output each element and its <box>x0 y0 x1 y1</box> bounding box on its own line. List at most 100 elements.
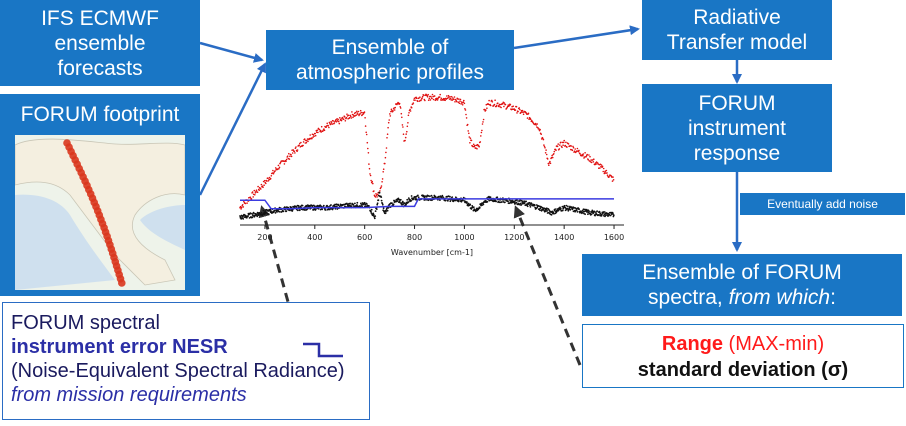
min-point <box>449 200 452 203</box>
nesr-line-4: from mission requirements <box>11 384 247 406</box>
max-point <box>449 96 451 98</box>
max-point <box>431 93 434 96</box>
max-point <box>464 109 467 111</box>
max-point <box>376 196 378 198</box>
max-point <box>405 133 407 135</box>
max-point <box>260 183 263 186</box>
min-point <box>363 201 366 204</box>
std-close: ) <box>841 359 849 381</box>
min-point <box>530 202 533 205</box>
max-point <box>421 95 424 98</box>
min-point <box>471 205 474 207</box>
max-spectrum-points <box>239 93 615 210</box>
max-point <box>556 145 559 147</box>
max-point <box>319 129 322 132</box>
min-point <box>550 213 553 216</box>
max-point <box>454 101 456 103</box>
max-point <box>369 173 371 175</box>
min-point <box>442 196 444 198</box>
min-point <box>239 216 242 218</box>
max-point <box>467 130 469 132</box>
min-point <box>407 201 410 203</box>
min-point <box>548 209 551 211</box>
max-point <box>381 181 383 183</box>
max-point <box>375 194 378 196</box>
instrument-line-3: response <box>693 141 781 165</box>
max-point <box>386 133 389 135</box>
min-point <box>350 204 352 207</box>
min-point <box>609 214 612 217</box>
range-label: Range <box>661 333 723 355</box>
min-point <box>380 199 383 202</box>
max-point <box>372 182 374 185</box>
min-point <box>256 215 259 218</box>
min-point <box>401 200 404 203</box>
min-point <box>364 203 367 206</box>
max-point <box>572 145 574 148</box>
max-point <box>375 193 377 195</box>
max-point <box>526 117 529 119</box>
range-suffix: (MAX-min) <box>723 333 825 355</box>
min-point <box>254 214 257 217</box>
max-point <box>494 99 496 101</box>
max-point <box>450 95 453 98</box>
x-axis-label: Wavenumber [cm-1] <box>391 248 473 257</box>
max-point <box>243 200 245 203</box>
max-point <box>240 208 242 210</box>
min-point <box>382 209 385 212</box>
max-point <box>481 123 484 125</box>
max-point <box>528 118 530 121</box>
min-point <box>366 203 368 205</box>
min-point <box>417 196 420 199</box>
max-point <box>272 172 275 175</box>
min-point <box>349 202 351 205</box>
max-point <box>545 153 548 156</box>
max-point <box>577 150 580 153</box>
max-point <box>429 99 432 101</box>
max-point <box>486 107 488 109</box>
max-point <box>252 196 254 198</box>
max-point <box>478 145 480 148</box>
max-point <box>360 111 362 114</box>
max-point <box>369 174 372 177</box>
max-point <box>593 158 595 160</box>
min-point <box>331 208 334 211</box>
min-point <box>521 200 524 203</box>
max-point <box>344 116 346 118</box>
max-point <box>298 144 300 146</box>
max-point <box>382 171 384 173</box>
nesr-step-icon <box>303 342 343 358</box>
min-point <box>274 212 277 214</box>
footprint-track <box>63 139 126 287</box>
max-point <box>289 155 291 158</box>
max-point <box>339 117 341 119</box>
max-point <box>406 130 408 133</box>
max-point <box>466 123 469 126</box>
max-point <box>497 102 499 104</box>
max-point <box>336 120 339 122</box>
min-point <box>578 208 580 211</box>
max-point <box>414 99 416 101</box>
arrow-profiles-to-rtm <box>513 25 640 50</box>
max-point <box>606 174 609 176</box>
max-point <box>337 118 339 121</box>
max-point <box>563 139 565 142</box>
max-point <box>240 206 243 209</box>
max-point <box>493 103 496 106</box>
min-point <box>518 203 521 206</box>
max-point <box>481 129 483 132</box>
max-point <box>437 97 439 100</box>
max-point <box>509 104 512 106</box>
max-point <box>342 118 345 120</box>
max-point <box>323 129 326 132</box>
max-point <box>522 111 524 114</box>
max-point <box>482 118 485 121</box>
min-point <box>399 201 401 204</box>
max-point <box>472 143 475 146</box>
max-point <box>447 94 450 97</box>
max-point <box>415 97 418 100</box>
rtm-line-1: Radiative <box>693 6 781 29</box>
max-point <box>555 149 557 151</box>
min-point <box>384 212 387 215</box>
max-point <box>420 99 422 102</box>
